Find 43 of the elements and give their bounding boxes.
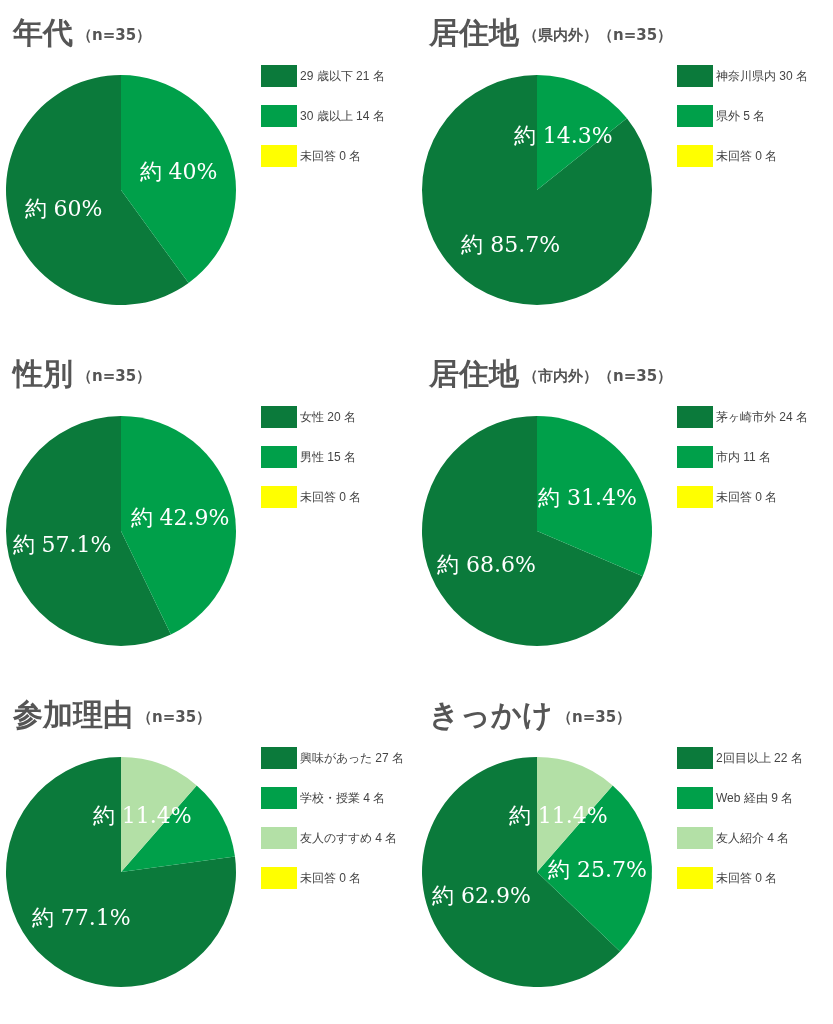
legend-label: 未回答 0 名 xyxy=(716,871,778,885)
data-label: 約 42.9% xyxy=(130,505,230,531)
chart-title: 居住地 xyxy=(428,14,520,50)
chart-subtitle: （n=35） xyxy=(137,708,212,726)
legend-label: 市内 11 名 xyxy=(716,450,772,464)
data-label: 約 77.1% xyxy=(31,905,131,931)
legend-label: 興味があった 27 名 xyxy=(300,751,405,765)
legend-label: 29 歳以下 21 名 xyxy=(300,69,385,83)
legend-label: 未回答 0 名 xyxy=(300,871,362,885)
legend-label: 友人のすすめ 4 名 xyxy=(300,831,398,845)
legend-label: 女性 20 名 xyxy=(300,410,357,424)
legend-label: 未回答 0 名 xyxy=(300,149,362,163)
chart-subtitle: （県内外）（n=35） xyxy=(523,26,673,44)
chart-subtitle: （n=35） xyxy=(557,708,632,726)
data-label: 約 68.6% xyxy=(437,551,536,577)
data-label: 約 57.1% xyxy=(12,531,112,557)
legend-label: 未回答 0 名 xyxy=(716,490,778,504)
chart-subtitle: （n=35） xyxy=(77,26,152,44)
legend-label: 男性 15 名 xyxy=(300,450,357,464)
chart-title: 年代 xyxy=(12,14,73,50)
chart-title: 性別 xyxy=(11,355,73,391)
legend-label: Web 経由 9 名 xyxy=(716,791,794,805)
chart-title: 居住地 xyxy=(428,355,520,391)
chart-title: 参加理由 xyxy=(12,696,133,732)
data-label: 約 62.9% xyxy=(431,883,531,909)
data-label: 約 60% xyxy=(24,196,103,222)
chart-subtitle: （市内外）（n=35） xyxy=(523,367,673,385)
chart-title: きっかけ xyxy=(429,696,553,732)
data-label: 約 85.7% xyxy=(461,232,561,258)
data-label: 約 40% xyxy=(139,158,218,184)
data-label: 約 31.4% xyxy=(538,485,637,511)
legend-label: 茅ヶ崎市外 24 名 xyxy=(716,410,809,424)
legend-label: 学校・授業 4 名 xyxy=(300,791,386,805)
legend-label: 友人紹介 4 名 xyxy=(716,831,790,845)
legend-label: 神奈川県内 30 名 xyxy=(716,69,809,83)
data-label: 約 25.7% xyxy=(547,856,647,882)
legend-label: 未回答 0 名 xyxy=(300,490,362,504)
chart-subtitle: （n=35） xyxy=(77,367,152,385)
legend-label: 30 歳以上 14 名 xyxy=(300,109,385,123)
legend-label: 県外 5 名 xyxy=(716,109,766,123)
data-label: 約 14.3% xyxy=(513,122,613,148)
legend-label: 未回答 0 名 xyxy=(716,149,778,163)
legend-label: 2回目以上 22 名 xyxy=(716,751,803,765)
